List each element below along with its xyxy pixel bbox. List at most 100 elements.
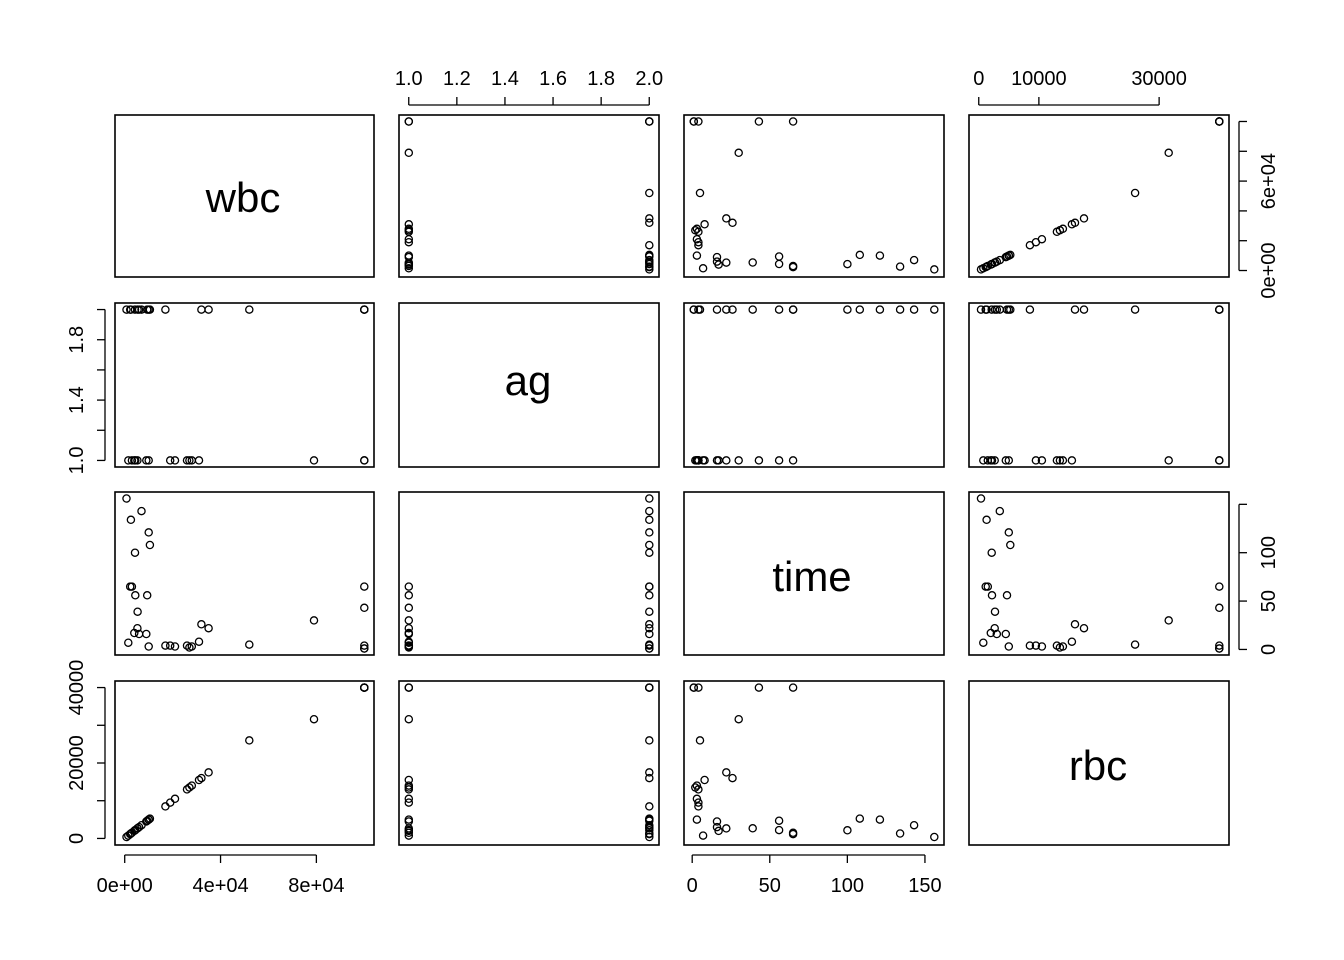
data-point [1215, 641, 1224, 650]
data-point [689, 683, 699, 692]
tick-label: 150 [908, 875, 941, 897]
data-point [754, 683, 764, 692]
data-point [197, 773, 206, 783]
data-point [360, 641, 369, 650]
data-point [194, 775, 204, 785]
data-point [360, 644, 369, 653]
data-point [131, 591, 140, 600]
data-point [990, 607, 1000, 616]
data-point [404, 148, 414, 158]
panel-time-vs-rbc [968, 491, 1230, 656]
data-point [692, 251, 702, 260]
panel-frame [398, 114, 660, 278]
data-point [645, 816, 654, 825]
data-point [309, 456, 319, 465]
data-point [895, 262, 905, 271]
data-point [145, 540, 155, 550]
data-point [1079, 305, 1089, 314]
data-point [144, 815, 153, 824]
data-point [182, 456, 192, 465]
tick-label: 30000 [1131, 68, 1187, 90]
data-point [142, 816, 152, 825]
tick-label: 0 [1258, 644, 1280, 655]
data-point [1058, 456, 1068, 465]
data-point [130, 305, 140, 314]
data-point [161, 641, 170, 650]
data-point [404, 117, 414, 126]
data-point [645, 255, 654, 265]
data-point [722, 214, 731, 223]
tick-label: 2.0 [635, 68, 663, 90]
data-point [133, 456, 142, 465]
data-point [990, 258, 999, 267]
data-point [204, 768, 213, 777]
data-point [245, 640, 254, 649]
panel-frame [683, 680, 945, 846]
data-point [1079, 623, 1089, 633]
data-point [1037, 234, 1047, 244]
data-point [645, 548, 654, 557]
data-point [170, 794, 180, 804]
data-point [990, 305, 1000, 314]
data-point [930, 832, 939, 842]
data-point [1164, 148, 1173, 158]
data-point [694, 456, 703, 465]
data-point [774, 259, 784, 269]
data-point [930, 305, 939, 314]
data-point [645, 640, 654, 649]
data-point [645, 820, 654, 830]
data-point [144, 642, 153, 651]
data-point [360, 456, 369, 465]
data-point [161, 305, 170, 314]
panel-time-vs-ag [398, 491, 660, 656]
data-point [855, 305, 865, 314]
data-point [1037, 456, 1047, 465]
data-point [645, 582, 654, 591]
data-point [1004, 251, 1014, 260]
data-point [404, 641, 414, 650]
data-point [133, 623, 142, 633]
data-point [1002, 591, 1012, 600]
data-point [689, 305, 699, 314]
data-point [728, 218, 737, 228]
data-point [130, 548, 140, 557]
data-point [692, 234, 702, 244]
data-point [714, 826, 723, 836]
data-point [983, 582, 993, 591]
diag-label-time: time [772, 553, 851, 600]
data-point [712, 822, 722, 832]
data-point [404, 616, 414, 625]
tick-label: 0e+00 [1258, 242, 1280, 298]
data-point [722, 456, 731, 465]
data-point [645, 506, 654, 516]
data-point [694, 802, 703, 811]
data-point [1215, 644, 1224, 653]
data-point [182, 785, 192, 794]
x-axis-bottom-time: 0 50 100 150 [687, 854, 942, 897]
tick-label: 10000 [1011, 68, 1067, 90]
axes: 0e+00 4e+04 8e+04 0 50 100 150 1.0 1.2 1.4 1.6 1.8 2… [66, 68, 1280, 897]
data-point [1215, 305, 1224, 314]
x-axis-bottom-wbc: 0e+00 4e+04 8e+04 [97, 854, 344, 897]
data-point [909, 820, 919, 830]
panel-wbc-vs-ag [398, 114, 660, 278]
data-point [728, 773, 737, 783]
data-point [124, 456, 133, 465]
data-point [404, 794, 414, 804]
data-point [930, 265, 939, 274]
data-point [694, 785, 703, 794]
panel-frame [398, 680, 660, 846]
data-point [1002, 305, 1012, 314]
data-point [982, 515, 991, 525]
data-point [1130, 640, 1140, 649]
data-point [194, 637, 204, 646]
panel-frame [114, 114, 375, 278]
data-point [1058, 642, 1068, 651]
panel-frame [968, 302, 1230, 468]
data-point [722, 824, 731, 833]
data-point [695, 188, 705, 198]
data-point [645, 629, 654, 639]
data-point [788, 261, 798, 271]
data-point [645, 252, 654, 261]
tick-label: 100 [831, 875, 864, 897]
